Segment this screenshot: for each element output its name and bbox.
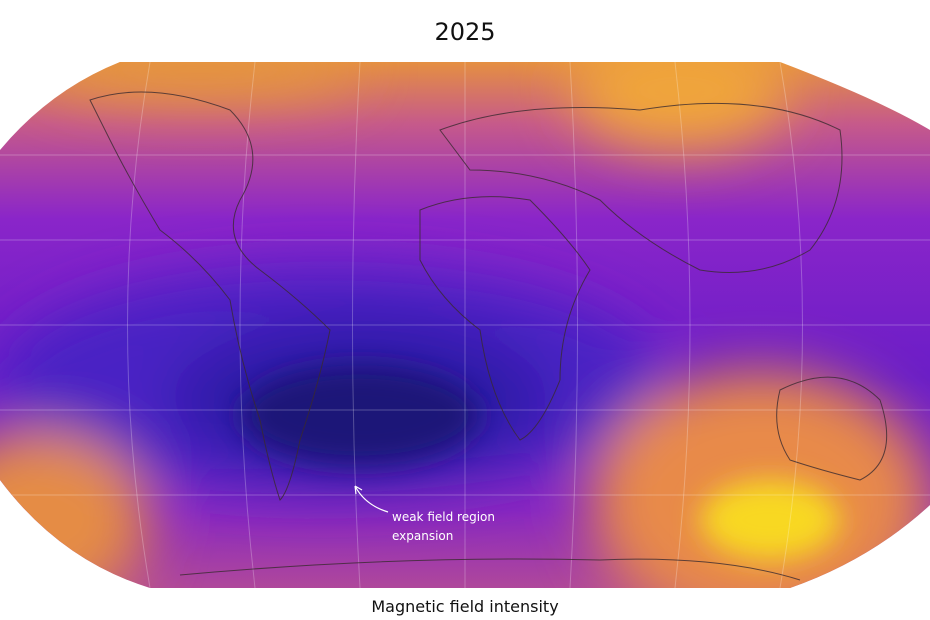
field-map — [0, 62, 930, 588]
high-field-zone — [570, 62, 790, 150]
eurasia — [439, 102, 843, 273]
caption: Magnetic field intensity — [371, 597, 558, 616]
americas — [89, 91, 331, 501]
annotation-line: expansion — [392, 529, 453, 543]
parallels — [0, 154, 930, 496]
annotation-arrow — [354, 485, 389, 513]
high-field-zone — [40, 62, 360, 100]
africa — [419, 196, 591, 441]
antarctica — [179, 558, 801, 581]
meridians — [127, 62, 803, 588]
annotation-line: weak field region — [392, 510, 495, 524]
weakest-field — [240, 365, 480, 465]
strongest-field — [700, 480, 840, 560]
coastlines — [89, 91, 888, 581]
map-title: 2025 — [434, 18, 495, 46]
australia — [776, 376, 888, 481]
graticule — [0, 62, 930, 588]
